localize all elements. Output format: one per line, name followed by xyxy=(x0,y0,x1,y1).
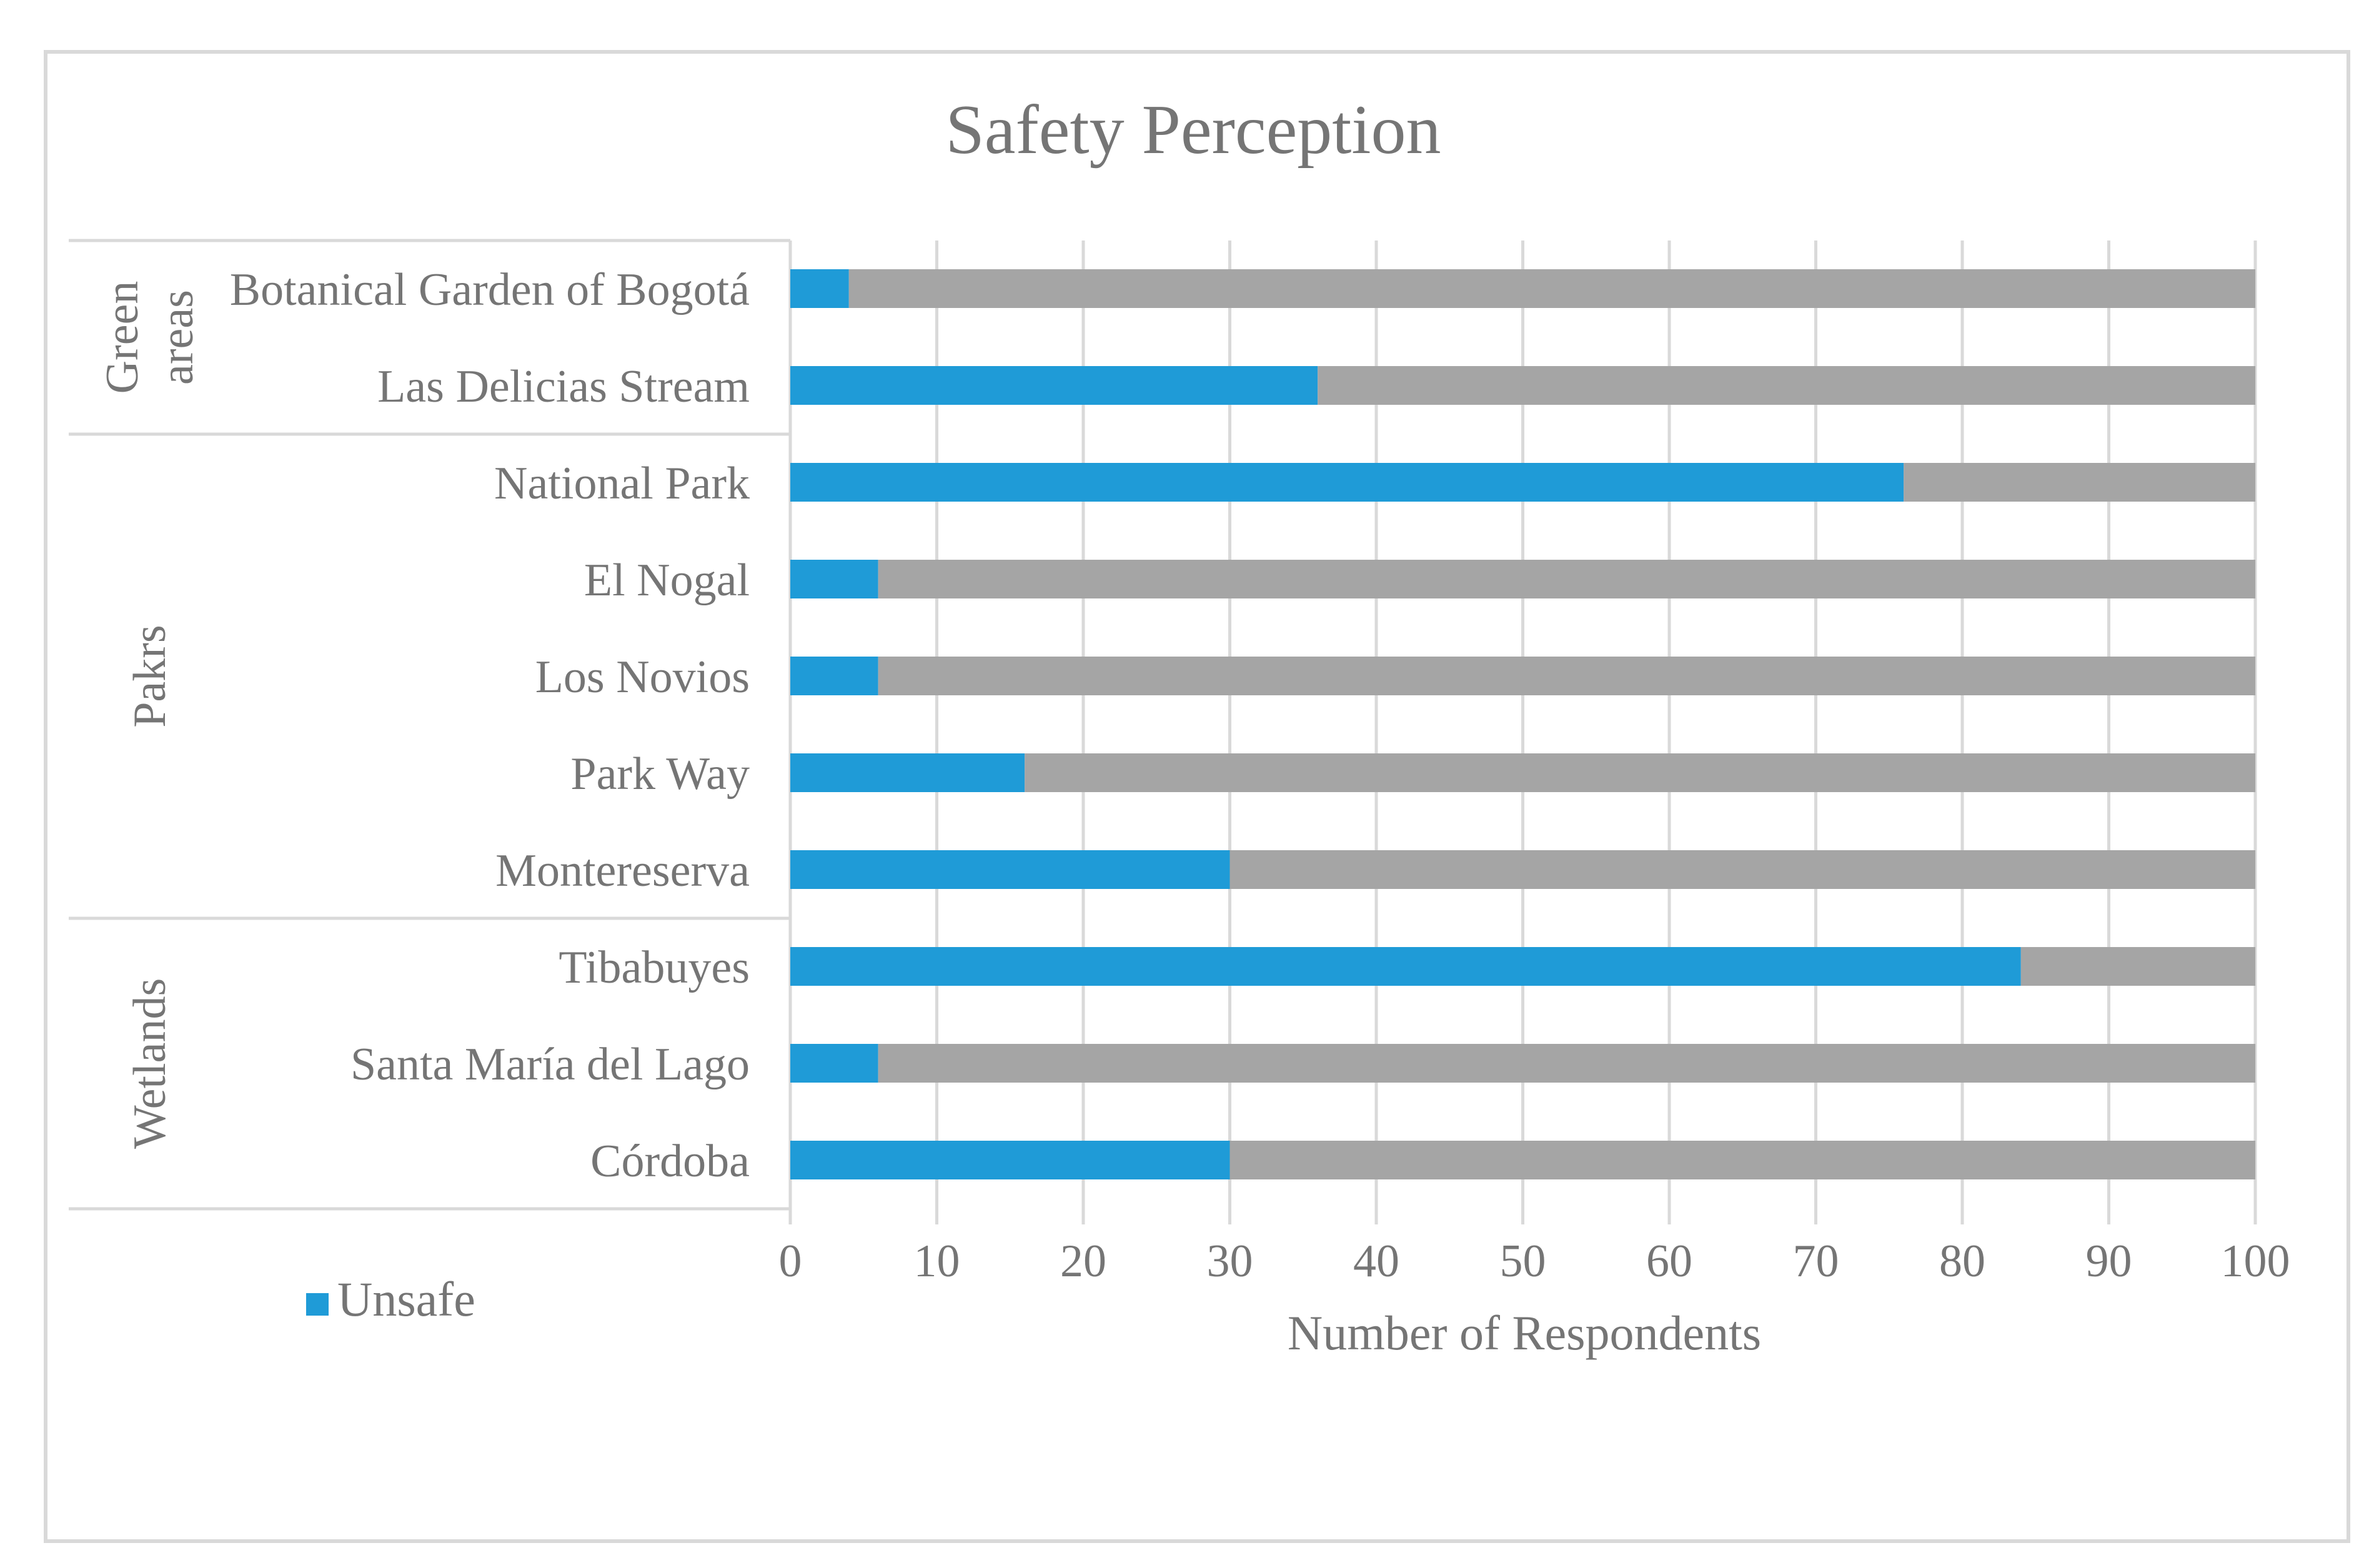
x-tick-label: 70 xyxy=(1793,1236,1839,1287)
category-label: Santa María del Lago xyxy=(350,1039,750,1090)
x-tick-label: 20 xyxy=(1060,1236,1106,1287)
category-label: Córdoba xyxy=(590,1136,750,1187)
bar-remainder xyxy=(2020,947,2255,986)
bar-remainder xyxy=(1025,753,2255,792)
x-tick-label: 50 xyxy=(1500,1236,1546,1287)
bar-unsafe xyxy=(790,560,878,598)
bar-unsafe xyxy=(790,463,1904,502)
x-tick-label: 40 xyxy=(1353,1236,1399,1287)
x-tick-label: 10 xyxy=(914,1236,960,1287)
category-label: Las Delicias Stream xyxy=(377,361,750,412)
bar-unsafe xyxy=(790,947,2021,986)
x-tick-label: 30 xyxy=(1207,1236,1253,1287)
x-axis-title: Number of Respondents xyxy=(1288,1306,1761,1360)
group-label: Pakrs xyxy=(124,625,176,727)
x-tick-label: 60 xyxy=(1646,1236,1692,1287)
x-tick-label: 0 xyxy=(779,1236,802,1287)
bar-remainder xyxy=(1318,366,2255,405)
category-label: Tibabuyes xyxy=(559,942,750,993)
category-label: Botanical Garden of Bogotá xyxy=(230,264,750,315)
category-label: Park Way xyxy=(570,748,750,800)
category-label: Los Novios xyxy=(535,652,750,703)
group-label: Green xyxy=(97,281,148,394)
chart-title: Safety Perception xyxy=(945,91,1441,169)
category-group-layer: Green areas Pakrs Wetlands xyxy=(69,239,792,1211)
bar-remainder xyxy=(1229,850,2255,889)
category-label: El Nogal xyxy=(584,555,750,606)
group-label: Wetlands xyxy=(124,978,176,1149)
bar-unsafe xyxy=(790,657,878,695)
x-tick-label: 100 xyxy=(2221,1236,2290,1287)
category-label: Montereserva xyxy=(495,845,750,896)
x-tick-label: 90 xyxy=(2086,1236,2132,1287)
bar-remainder xyxy=(848,269,2255,308)
category-label-layer: Botanical Garden of Bogotá Las Delicias S… xyxy=(230,264,750,1187)
bar-remainder xyxy=(1229,1141,2255,1179)
bar-unsafe xyxy=(790,1141,1230,1179)
legend: Unsafe xyxy=(306,1272,475,1326)
bar-unsafe xyxy=(790,366,1318,405)
x-tick-layer: 0 10 20 30 40 50 60 70 80 90 100 xyxy=(779,1236,2290,1287)
bar-unsafe xyxy=(790,269,849,308)
x-tick-label: 80 xyxy=(1939,1236,1985,1287)
bar-remainder xyxy=(1904,463,2255,502)
bar-remainder xyxy=(878,560,2255,598)
bar-unsafe xyxy=(790,753,1025,792)
category-label: National Park xyxy=(494,458,750,509)
legend-swatch-unsafe xyxy=(306,1293,329,1316)
bar-layer xyxy=(790,269,2255,1179)
group-label: areas xyxy=(152,290,203,385)
legend-label-unsafe: Unsafe xyxy=(337,1272,475,1326)
bar-remainder xyxy=(878,657,2255,695)
bar-remainder xyxy=(878,1044,2255,1083)
bar-unsafe xyxy=(790,850,1230,889)
bar-unsafe xyxy=(790,1044,878,1083)
